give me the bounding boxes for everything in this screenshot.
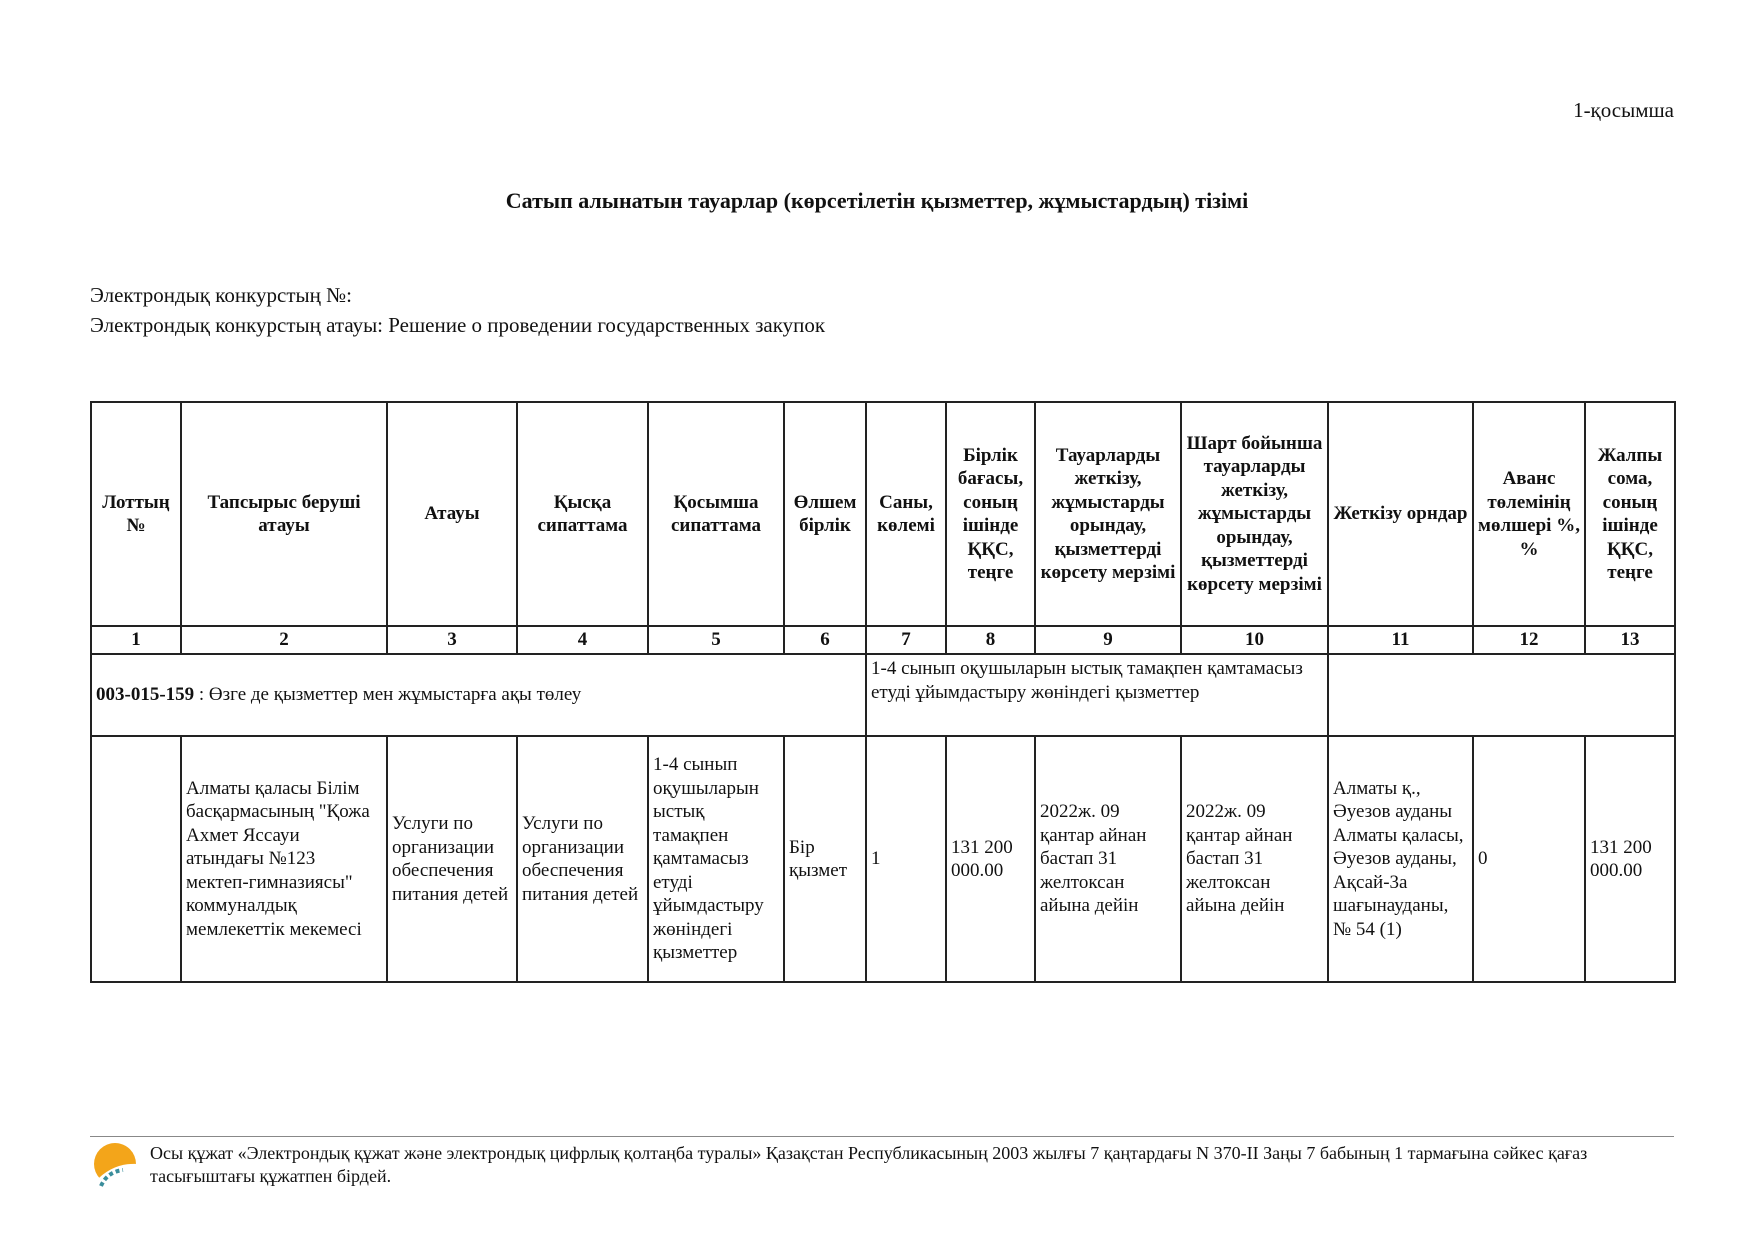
header-cell: Атауы xyxy=(386,401,518,627)
column-number: 11 xyxy=(1327,625,1474,655)
page-title: Сатып алынатын тауарлар (көрсетілетін қы… xyxy=(505,188,1249,213)
column-number: 7 xyxy=(865,625,947,655)
e-gov-sun-logo-icon xyxy=(94,1143,139,1188)
group-empty-cell xyxy=(1327,653,1676,737)
column-number: 3 xyxy=(386,625,518,655)
short-description: Услуги по организации обеспечения питани… xyxy=(516,735,649,983)
header-cell: Тауарларды жеткізу, жұмыстарды орындау, … xyxy=(1034,401,1182,627)
footer-text: Осы құжат «Электрондық құжат және электр… xyxy=(150,1143,1588,1186)
unit-price: 131 200 000.00 xyxy=(945,735,1036,983)
column-number: 10 xyxy=(1180,625,1329,655)
lot-number xyxy=(90,735,182,983)
contract-delivery-term: 2022ж. 09 қантар айнан бастап 31 желтокс… xyxy=(1180,735,1329,983)
column-number: 6 xyxy=(783,625,867,655)
group-description: 1-4 сынып оқушыларын ыстық тамақпен қамт… xyxy=(865,653,1329,737)
footer: Осы құжат «Электрондық құжат және электр… xyxy=(90,1136,1674,1188)
column-number: 9 xyxy=(1034,625,1182,655)
contest-name: Электрондық конкурстың атауы: Решение о … xyxy=(90,313,826,337)
column-number-row: 1 2 3 4 5 6 7 8 9 10 11 12 13 xyxy=(90,625,1676,655)
quantity: 1 xyxy=(865,735,947,983)
item-name: Услуги по организации обеспечения питани… xyxy=(386,735,518,983)
delivery-term: 2022ж. 09 қантар айнан бастап 31 желтокс… xyxy=(1034,735,1182,983)
column-number: 4 xyxy=(516,625,649,655)
unit: Бір қызмет xyxy=(783,735,867,983)
header-cell: Қосымша сипаттама xyxy=(647,401,785,627)
header-cell: Қысқа сипаттама xyxy=(516,401,649,627)
column-number: 1 xyxy=(90,625,182,655)
group-code-cell: 003-015-159 : Өзге де қызметтер мен жұмы… xyxy=(90,653,867,737)
column-number: 8 xyxy=(945,625,1036,655)
group-name: : Өзге де қызметтер мен жұмыстарға ақы т… xyxy=(194,684,582,706)
header-cell: Жеткізу орндар xyxy=(1327,401,1474,627)
header-cell: Жалпы сома, соның ішінде ҚҚС, теңге xyxy=(1584,401,1676,627)
header-cell: Саны, көлемі xyxy=(865,401,947,627)
header-cell: Тапсырыс беруші атауы xyxy=(180,401,388,627)
contest-number: Электрондық конкурстың №: xyxy=(90,283,352,307)
header-cell: Бірлік бағасы, соның ішінде ҚҚС, теңге xyxy=(945,401,1036,627)
column-number: 5 xyxy=(647,625,785,655)
delivery-place: Алматы қ., Әуезов ауданы Алматы қаласы, … xyxy=(1327,735,1474,983)
column-number: 12 xyxy=(1472,625,1586,655)
customer-name: Алматы қаласы Білім басқармасының "Қожа … xyxy=(180,735,388,983)
header-cell: Аванс төлемінің мөлшері %, % xyxy=(1472,401,1586,627)
column-number: 13 xyxy=(1584,625,1676,655)
header-cell: Шарт бойынша тауарларды жеткізу, жұмыста… xyxy=(1180,401,1329,627)
group-code: 003-015-159 xyxy=(96,684,195,706)
contest-meta: Электрондық конкурстың №: Электрондық ко… xyxy=(90,280,825,340)
group-row: 003-015-159 : Өзге де қызметтер мен жұмы… xyxy=(90,653,1676,737)
column-number: 2 xyxy=(180,625,388,655)
total-sum: 131 200 000.00 xyxy=(1584,735,1676,983)
advance-percent: 0 xyxy=(1472,735,1586,983)
header-row: Лоттың № Тапсырыс беруші атауы Атауы Қыс… xyxy=(90,401,1676,627)
table-row: Алматы қаласы Білім басқармасының "Қожа … xyxy=(90,735,1676,983)
annex-label: 1-қосымша xyxy=(1573,98,1674,122)
header-cell: Өлшем бірлік xyxy=(783,401,867,627)
goods-table: Лоттың № Тапсырыс беруші атауы Атауы Қыс… xyxy=(90,401,1676,983)
header-cell: Лоттың № xyxy=(90,401,182,627)
additional-description: 1-4 сынып оқушыларын ыстық тамақпен қамт… xyxy=(647,735,785,983)
